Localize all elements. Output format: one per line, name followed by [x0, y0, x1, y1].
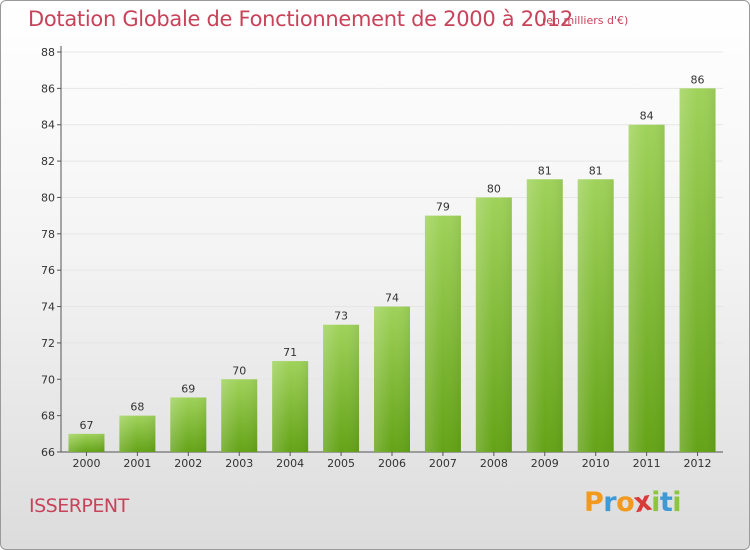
bar-shade — [424, 215, 461, 452]
bar-value-label: 74 — [385, 292, 399, 305]
y-tick-label: 76 — [41, 264, 55, 277]
proxiti-logo: Proxiti — [584, 486, 682, 519]
x-tick-label: 2005 — [327, 457, 355, 470]
bar-shade — [221, 379, 258, 452]
bar-value-label: 86 — [691, 73, 705, 86]
bar-shade — [323, 324, 360, 452]
bar-value-label: 84 — [640, 110, 654, 123]
commune-name: ISSERPENT — [29, 495, 129, 517]
y-tick-label: 88 — [41, 46, 55, 59]
bar-value-label: 80 — [487, 182, 501, 195]
bar-shade — [374, 306, 410, 452]
bar-value-label: 68 — [130, 401, 144, 414]
bar-value-label: 79 — [436, 201, 450, 214]
y-tick-label: 86 — [41, 82, 55, 95]
y-tick-label: 66 — [41, 446, 55, 459]
y-tick-label: 68 — [41, 410, 55, 423]
bar-shade — [526, 179, 563, 453]
bars — [68, 88, 716, 453]
chart-title: Dotation Globale de Fonctionnement de 20… — [28, 7, 573, 31]
x-tick-label: 2011 — [633, 457, 661, 470]
bar-shade — [577, 179, 614, 453]
x-tick-label: 2002 — [174, 457, 202, 470]
x-tick-label: 2009 — [531, 457, 559, 470]
y-tick-label: 80 — [41, 191, 55, 204]
bar-shade — [475, 197, 512, 452]
y-tick-label: 74 — [41, 301, 55, 314]
x-tick-label: 2000 — [72, 457, 100, 470]
x-tick-label: 2012 — [684, 457, 712, 470]
bar-value-label: 81 — [538, 164, 552, 177]
x-tick-label: 2007 — [429, 457, 457, 470]
x-tick-label: 2001 — [123, 457, 151, 470]
bar-shade — [628, 124, 665, 453]
logo-letter: o — [616, 487, 635, 518]
logo-letter: i — [651, 487, 660, 518]
bar-shade — [119, 415, 156, 452]
logo-letter: r — [603, 487, 617, 518]
x-tick-label: 2010 — [582, 457, 610, 470]
y-tick-label: 84 — [41, 119, 55, 132]
logo-letter: t — [659, 487, 673, 518]
y-tick-label: 78 — [41, 228, 55, 241]
bar-value-label: 69 — [181, 382, 195, 395]
x-tick-label: 2004 — [276, 457, 304, 470]
y-tick-label: 70 — [41, 373, 55, 386]
bar-value-label: 81 — [589, 164, 603, 177]
labels: 66 68 70 72 74 76 78 80 82 84 86 88 67 2000 68 2001 69 20… — [41, 46, 712, 470]
logo-letter: i — [672, 487, 682, 518]
logo-letter: P — [584, 487, 604, 518]
x-tick-label: 2003 — [225, 457, 253, 470]
bar-value-label: 71 — [283, 346, 297, 359]
y-tick-label: 72 — [41, 337, 55, 350]
chart-unit-label: (en milliers d'€) — [542, 14, 629, 27]
x-tick-label: 2006 — [378, 457, 406, 470]
bar-value-label: 70 — [232, 364, 246, 377]
bar-value-label: 73 — [334, 310, 348, 323]
bar-shade — [272, 361, 309, 452]
bar-shade — [679, 88, 716, 452]
x-tick-label: 2008 — [480, 457, 508, 470]
bar-shade — [68, 433, 105, 452]
bar-shade — [170, 397, 207, 452]
y-tick-label: 82 — [41, 155, 55, 168]
bar-value-label: 67 — [79, 419, 93, 432]
